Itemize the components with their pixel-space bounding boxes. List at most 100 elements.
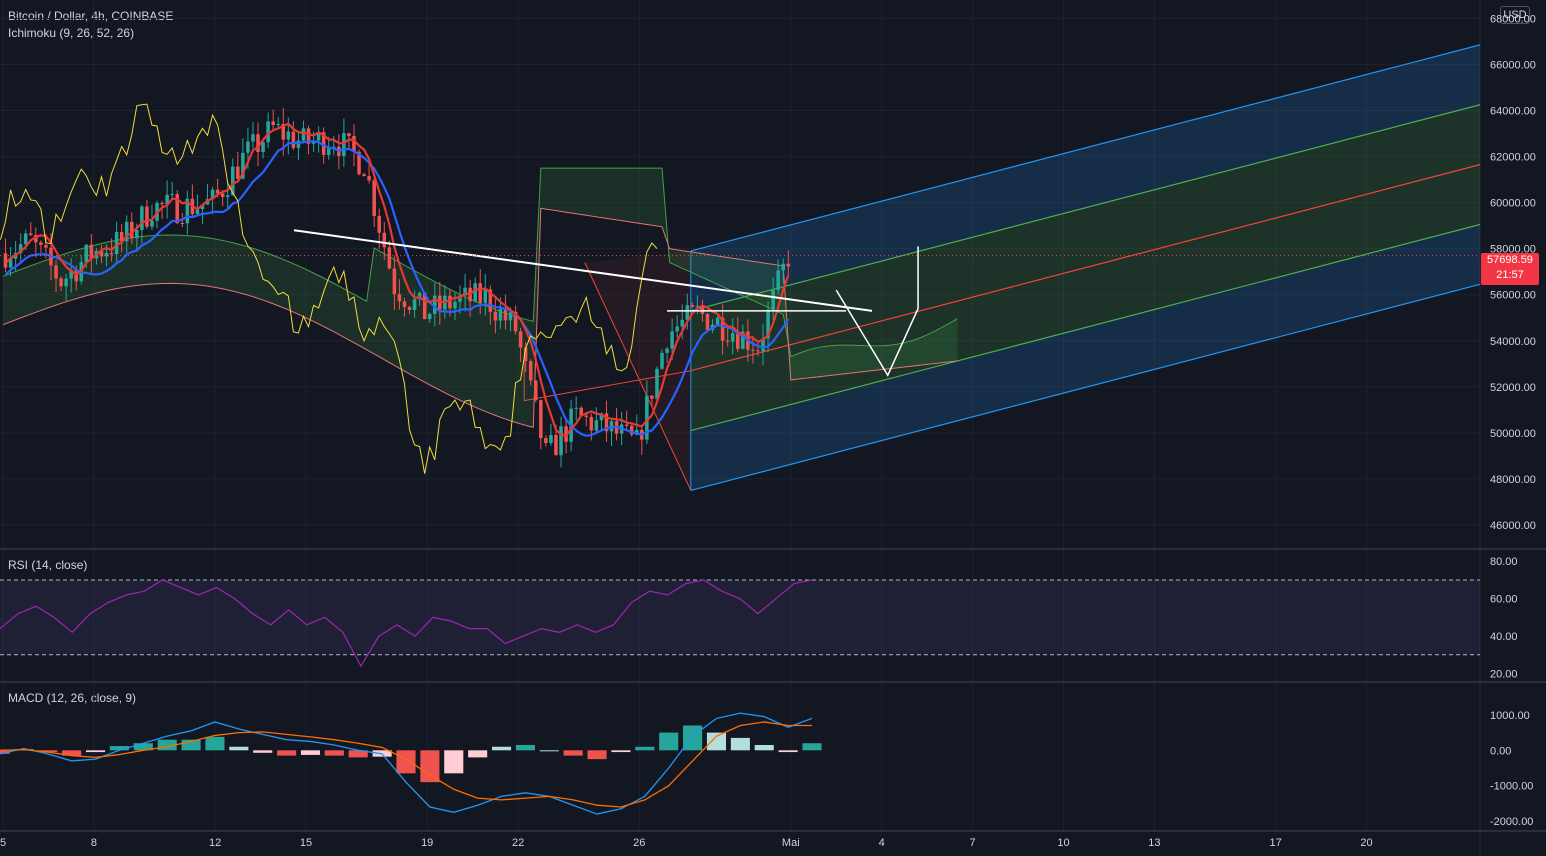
ichimoku-legend[interactable]: Ichimoku (9, 26, 52, 26) <box>8 26 135 40</box>
candle-body <box>513 311 518 332</box>
currency-badge[interactable]: USD <box>1500 6 1530 24</box>
candle-body <box>39 242 43 245</box>
macd-histogram-bar <box>62 750 82 756</box>
ichimoku-cloud <box>3 168 958 428</box>
macd-histogram-bar <box>539 750 559 752</box>
pitchfork-upper-mid <box>690 104 1481 312</box>
candle-body <box>180 223 185 225</box>
x-tick-label: 8 <box>91 837 97 849</box>
candle-body <box>761 338 765 352</box>
candle-body <box>104 252 109 257</box>
candle-body <box>427 314 432 320</box>
candle-body <box>170 194 174 196</box>
macd-histogram-bar <box>109 746 129 751</box>
bar-countdown: 21:57 <box>1496 269 1524 281</box>
candle-body <box>736 333 740 349</box>
candle-body <box>624 424 629 426</box>
x-tick-label: 17 <box>1269 837 1281 849</box>
macd-histogram-bar <box>468 750 488 758</box>
candle-body <box>781 263 785 271</box>
macd-histogram-bar <box>300 750 321 755</box>
candle-body <box>488 289 493 312</box>
candle-body <box>266 121 270 143</box>
macd-histogram-bar <box>157 739 177 751</box>
candle-body <box>321 132 326 155</box>
rsi-legend[interactable]: RSI (14, close) <box>8 558 88 572</box>
rsi-tick-label: 20.00 <box>1490 669 1518 681</box>
candle-body <box>291 131 296 148</box>
candle-body <box>695 305 700 307</box>
candle-body <box>665 348 669 353</box>
candle-body <box>271 121 275 126</box>
rsi-tick-label: 40.00 <box>1490 631 1518 643</box>
candle-body <box>29 233 33 236</box>
macd-histogram-bar <box>85 750 106 753</box>
candle-body <box>54 265 58 279</box>
candle-body <box>377 215 381 233</box>
candle-body <box>357 151 361 175</box>
candle-body <box>680 319 684 327</box>
macd-legend[interactable]: MACD (12, 26, close, 9) <box>8 691 137 705</box>
candle-body <box>559 426 563 456</box>
macd-histogram-bar <box>706 732 727 751</box>
price-tick-label: 56000.00 <box>1490 290 1536 302</box>
candle-body <box>165 194 169 205</box>
pitchfork-upper <box>690 44 1481 252</box>
candle-body <box>412 299 417 310</box>
candle-body <box>256 134 260 153</box>
candle-body <box>286 131 291 140</box>
candle-body <box>362 174 366 177</box>
candle-body <box>417 292 422 300</box>
candle-body <box>544 438 548 444</box>
candle-body <box>372 180 376 216</box>
candle-body <box>725 340 730 342</box>
x-tick-label: 20 <box>1360 837 1372 849</box>
candle-body <box>281 123 286 140</box>
macd-histogram-bar <box>348 750 368 758</box>
macd-histogram-bar <box>444 750 464 774</box>
macd-histogram-bar <box>396 750 416 774</box>
candle-body <box>210 189 215 199</box>
candle-body <box>220 193 225 197</box>
symbol-title[interactable]: Bitcoin / Dollar, 4h, COINBASE <box>8 9 174 23</box>
candle-body <box>200 204 205 209</box>
macd-histogram-bar <box>802 743 822 751</box>
candle-body <box>326 148 331 155</box>
pitchfork-zone <box>690 44 1480 311</box>
candle-body <box>645 395 649 440</box>
candle-body <box>145 206 149 227</box>
x-tick-label: 26 <box>633 837 645 849</box>
candle-body <box>473 283 477 302</box>
candle-body <box>3 253 8 268</box>
candle-body <box>301 128 306 141</box>
macd-histogram-bar <box>730 737 750 751</box>
candle-body <box>756 350 760 352</box>
candle-body <box>261 142 265 153</box>
candle-body <box>549 434 553 444</box>
price-tick-label: 52000.00 <box>1490 382 1536 394</box>
candle-body <box>705 314 710 330</box>
candle-body <box>766 309 770 339</box>
last-price-tag: 57698.59 21:57 <box>1481 253 1539 285</box>
macd-tick-label: -2000.00 <box>1490 816 1533 828</box>
x-tick-label: 12 <box>209 837 221 849</box>
candle-body <box>483 289 488 303</box>
pitchfork-zone <box>690 224 1480 491</box>
trendline <box>293 229 873 312</box>
candle-body <box>751 349 755 351</box>
candle-body <box>453 301 457 309</box>
macd-histogram-bar <box>611 750 631 753</box>
candle-body <box>609 421 614 432</box>
candle-body <box>8 258 13 268</box>
pitchfork-lower-mid <box>690 223 1481 432</box>
candle-body <box>114 231 119 255</box>
candle-body <box>342 133 346 157</box>
candle-body <box>160 202 164 205</box>
pitchfork-zone <box>690 164 1480 431</box>
x-tick-label: 7 <box>970 837 976 849</box>
macd-histogram-bar <box>205 736 225 751</box>
candle-body <box>422 292 427 320</box>
candle-body <box>402 301 407 307</box>
candle-body <box>589 416 594 431</box>
